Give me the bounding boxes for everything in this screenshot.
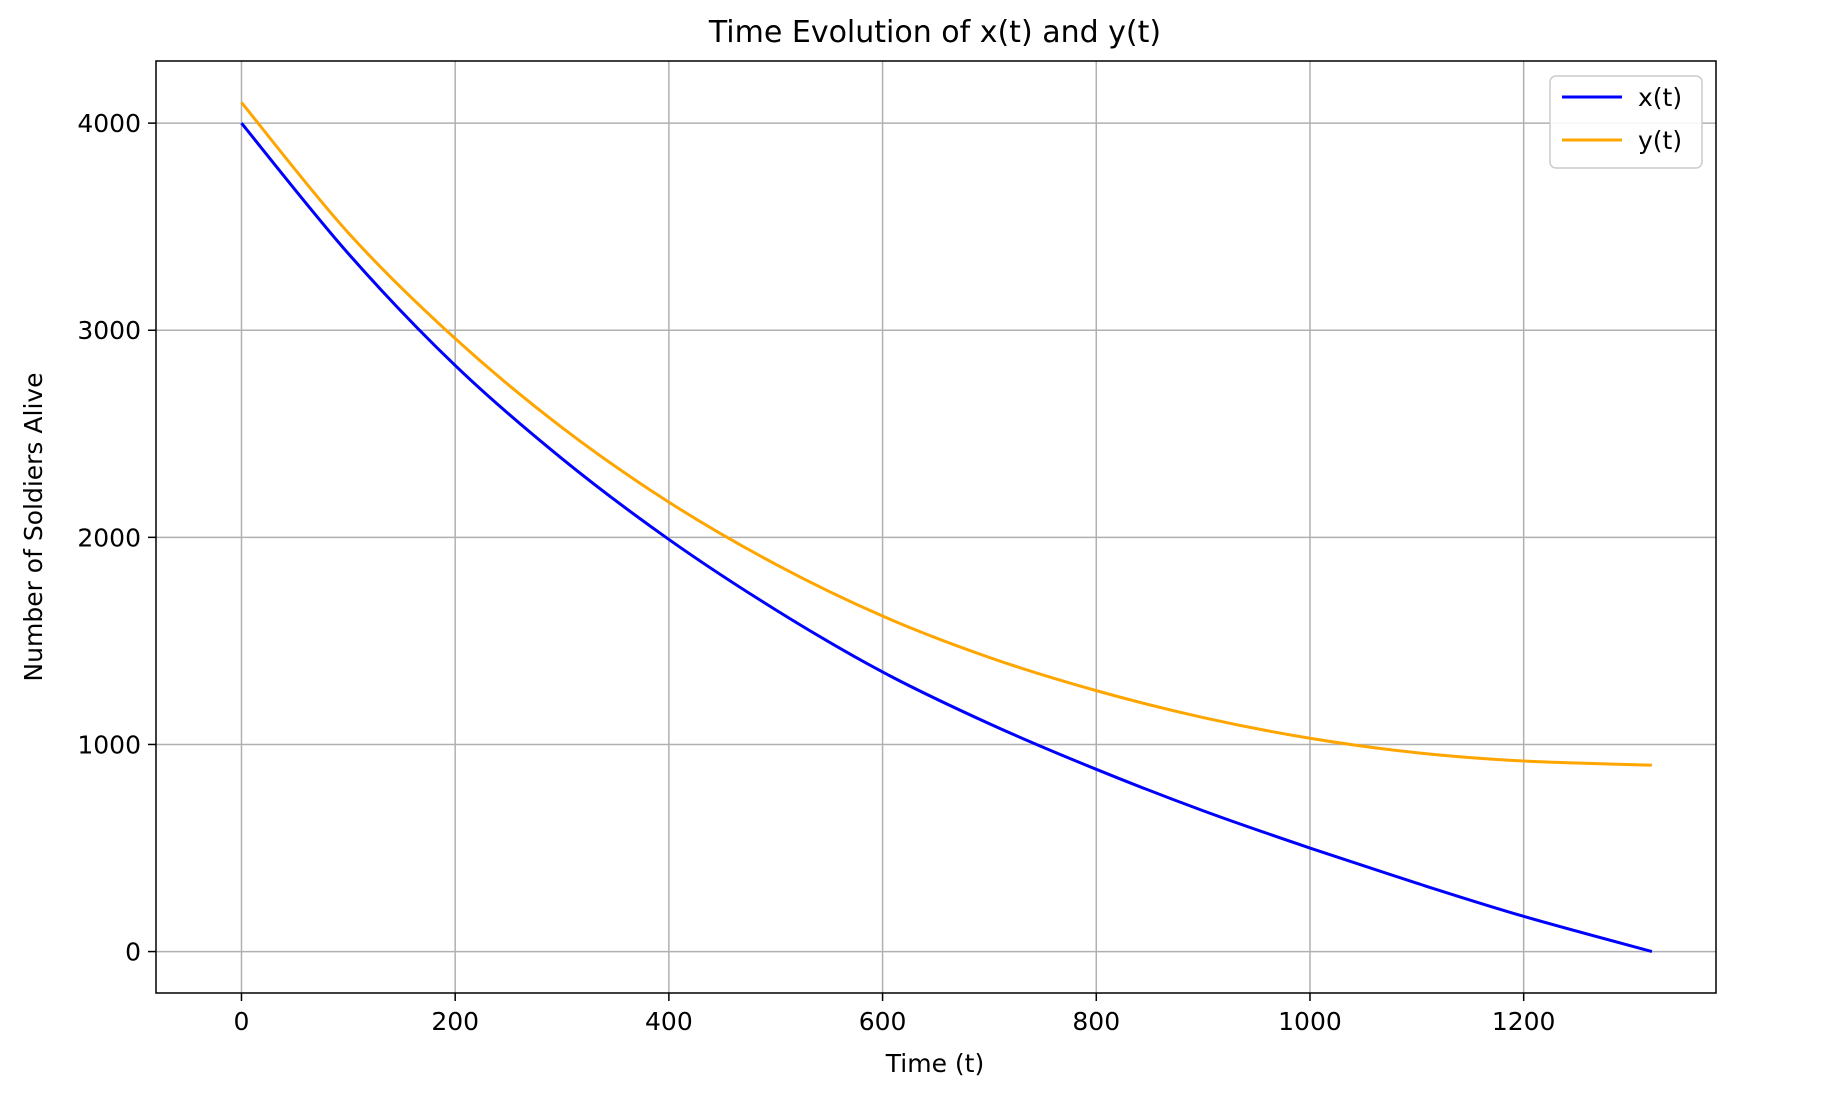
legend-label-y-t: y(t) [1638, 126, 1682, 155]
x-tick-label: 400 [645, 1007, 693, 1036]
legend: x(t) y(t) [1549, 75, 1703, 169]
grid-layer [156, 61, 1716, 993]
legend-box [1549, 75, 1703, 169]
y-axis-label: Number of Soldiers Alive [19, 372, 48, 681]
series-line-yt [240, 101, 1652, 767]
chart-title: Time Evolution of x(t) and y(t) [708, 15, 1161, 50]
x-tick-label: 200 [431, 1007, 479, 1036]
y-tick-label: 3000 [77, 316, 141, 345]
y-tick-label: 2000 [77, 523, 141, 552]
legend-label-x-t: x(t) [1638, 83, 1682, 112]
x-tick-label: 600 [859, 1007, 907, 1036]
x-tick-label: 1200 [1492, 1007, 1556, 1036]
y-tick-label: 1000 [77, 730, 141, 759]
plot-area-frame [155, 60, 1717, 994]
x-axis-label: Time (t) [885, 1049, 984, 1078]
series-line-xt [240, 122, 1653, 954]
tick-layer: 0 200 400 600 800 1000 1200 0 1000 2000 3000 4000 [77, 109, 1555, 1036]
series-layer [240, 101, 1653, 954]
x-tick-label: 0 [234, 1007, 250, 1036]
y-tick-label: 4000 [77, 109, 141, 138]
x-tick-label: 800 [1072, 1007, 1120, 1036]
x-tick-label: 1000 [1278, 1007, 1342, 1036]
y-tick-label: 0 [125, 938, 141, 967]
